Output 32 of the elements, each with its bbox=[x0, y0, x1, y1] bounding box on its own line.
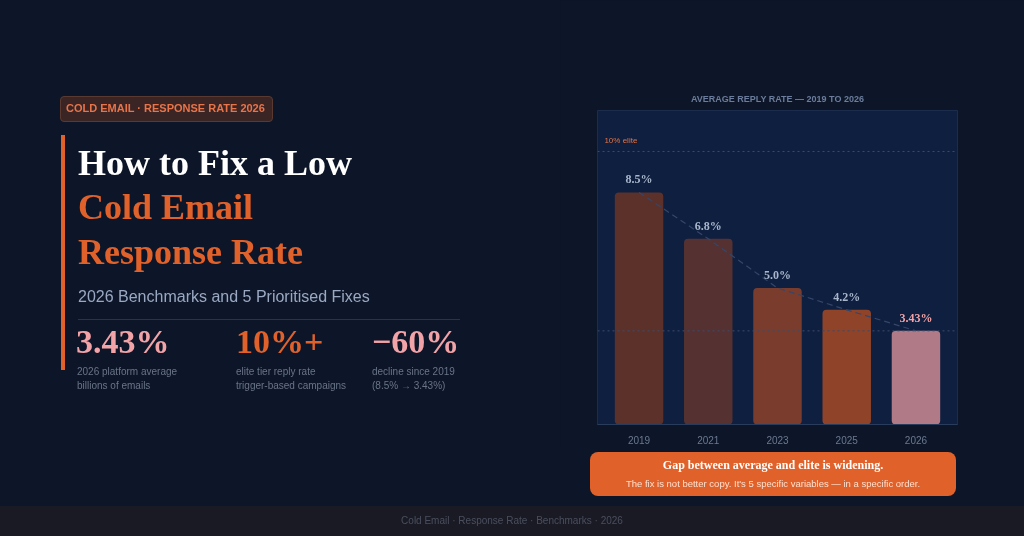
chart-title: AVERAGE REPLY RATE — 2019 TO 2026 bbox=[690, 93, 864, 104]
text: decline since 2019 bbox=[372, 366, 455, 378]
bar bbox=[684, 238, 733, 425]
bar bbox=[614, 192, 664, 425]
bar bbox=[891, 330, 941, 425]
x-tick-label: 2021 bbox=[697, 434, 720, 446]
data-label: 8.5% bbox=[625, 172, 653, 187]
text: trigger-based campaigns bbox=[236, 380, 347, 392]
text: COLD EMAIL · RESPONSE RATE 2026 bbox=[66, 102, 265, 116]
text: elite tier reply rate bbox=[236, 366, 316, 378]
text: Response Rate bbox=[78, 231, 303, 274]
text: 3.43% bbox=[76, 322, 170, 362]
text: 2026 Benchmarks and 5 Prioritised Fixes bbox=[78, 287, 370, 307]
x-tick-label: 2023 bbox=[766, 434, 790, 446]
picture-callout: Gap between average and elite is widening. The fix is not better copy. It's 5 specific variables — in a specific order. bbox=[590, 452, 956, 496]
data-label: 3.43% bbox=[899, 310, 933, 325]
text: (8.5% → 3.43%) bbox=[372, 380, 446, 392]
x-tick-label: 2019 bbox=[627, 434, 651, 446]
text: −60% bbox=[372, 322, 460, 362]
text: 2026 platform average bbox=[77, 366, 178, 378]
data-label: 6.8% bbox=[694, 218, 722, 233]
text: Cold Email bbox=[78, 186, 254, 229]
ref-line-label: 10% elite bbox=[604, 135, 638, 145]
bar bbox=[753, 287, 802, 425]
text: billions of emails bbox=[77, 380, 151, 392]
x-tick-label: 2026 bbox=[904, 434, 928, 446]
data-label: 5.0% bbox=[764, 267, 791, 282]
text: 10%+ bbox=[236, 322, 324, 362]
x-tick-label: 2025 bbox=[835, 434, 859, 446]
text: How to Fix a Low bbox=[78, 142, 352, 185]
data-label: 4.2% bbox=[833, 289, 861, 304]
bar bbox=[822, 309, 871, 425]
